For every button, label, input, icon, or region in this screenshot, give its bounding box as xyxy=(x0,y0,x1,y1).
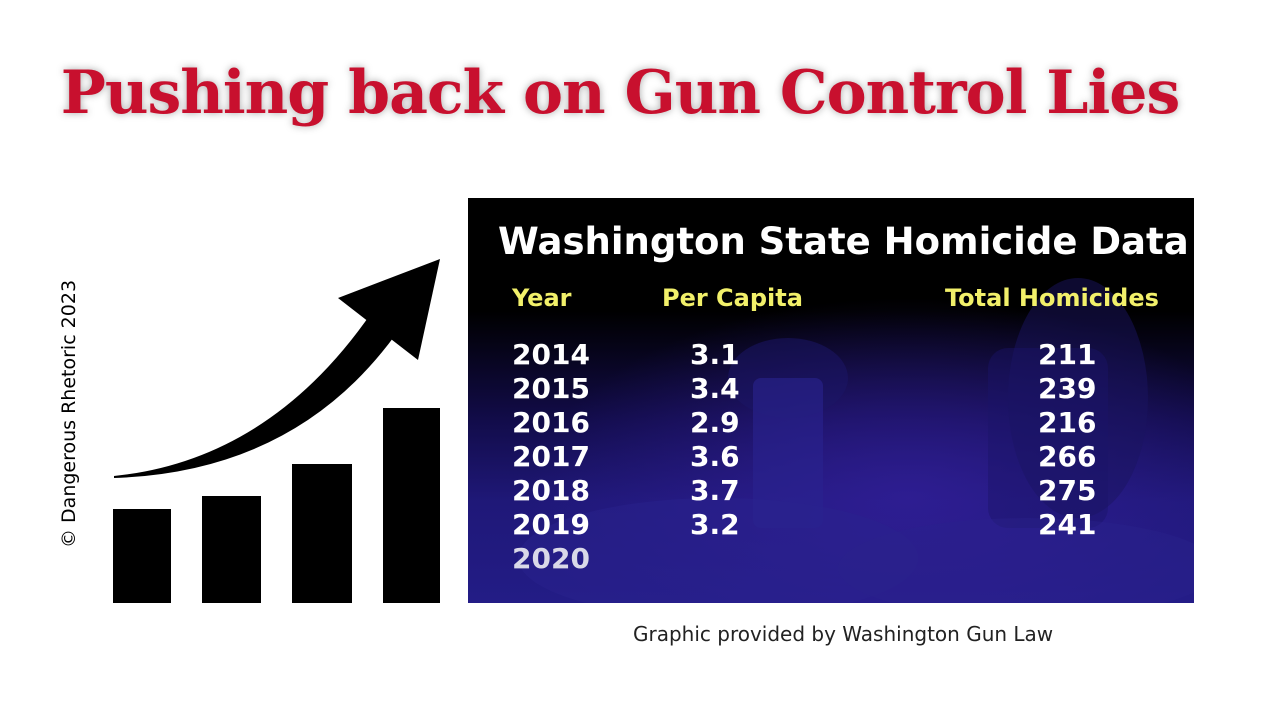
column-header-total-homicides: Total Homicides xyxy=(945,284,1159,312)
table-row: 2014 3.1 211 xyxy=(468,338,1194,372)
per-capita-cell: 3.2 xyxy=(690,508,740,541)
year-cell: 2014 xyxy=(512,338,590,371)
table-row: 2020 xyxy=(468,542,1194,576)
panel-title: Washington State Homicide Data xyxy=(498,220,1189,263)
per-capita-cell: 3.7 xyxy=(690,474,740,507)
graphic-credit: Graphic provided by Washington Gun Law xyxy=(633,622,1054,646)
total-cell: 211 xyxy=(1038,338,1097,371)
year-cell: 2019 xyxy=(512,508,590,541)
panel-background xyxy=(518,278,1194,603)
per-capita-cell: 3.1 xyxy=(690,338,740,371)
bar-4 xyxy=(383,408,440,603)
per-capita-cell: 3.6 xyxy=(690,440,740,473)
total-cell: 216 xyxy=(1038,406,1097,439)
table-row: 2017 3.6 266 xyxy=(468,440,1194,474)
table-row: 2015 3.4 239 xyxy=(468,372,1194,406)
total-cell: 239 xyxy=(1038,372,1097,405)
year-cell: 2017 xyxy=(512,440,590,473)
copyright-notice: © Dangerous Rhetoric 2023 xyxy=(58,279,80,548)
bar-1 xyxy=(113,509,171,603)
total-cell: 275 xyxy=(1038,474,1097,507)
column-header-year: Year xyxy=(512,284,572,312)
per-capita-cell: 3.4 xyxy=(690,372,740,405)
year-cell: 2015 xyxy=(512,372,590,405)
bar-2 xyxy=(202,496,261,603)
year-cell: 2018 xyxy=(512,474,590,507)
year-cell: 2016 xyxy=(512,406,590,439)
rising-bar-chart-arrow-icon xyxy=(113,259,440,603)
total-cell: 241 xyxy=(1038,508,1097,541)
arrow-curve xyxy=(114,312,396,478)
homicide-data-panel: Washington State Homicide Data Year Per … xyxy=(468,198,1194,603)
table-row: 2016 2.9 216 xyxy=(468,406,1194,440)
total-cell: 266 xyxy=(1038,440,1097,473)
data-rows: 2014 3.1 211 2015 3.4 239 2016 2.9 216 2… xyxy=(468,338,1194,576)
headline: Pushing back on Gun Control Lies xyxy=(60,58,1181,128)
table-row: 2018 3.7 275 xyxy=(468,474,1194,508)
bar-3 xyxy=(292,464,352,603)
column-header-per-capita: Per Capita xyxy=(662,284,803,312)
arrow-head xyxy=(338,259,440,360)
table-row: 2019 3.2 241 xyxy=(468,508,1194,542)
per-capita-cell: 2.9 xyxy=(690,406,740,439)
year-cell: 2020 xyxy=(512,542,590,575)
